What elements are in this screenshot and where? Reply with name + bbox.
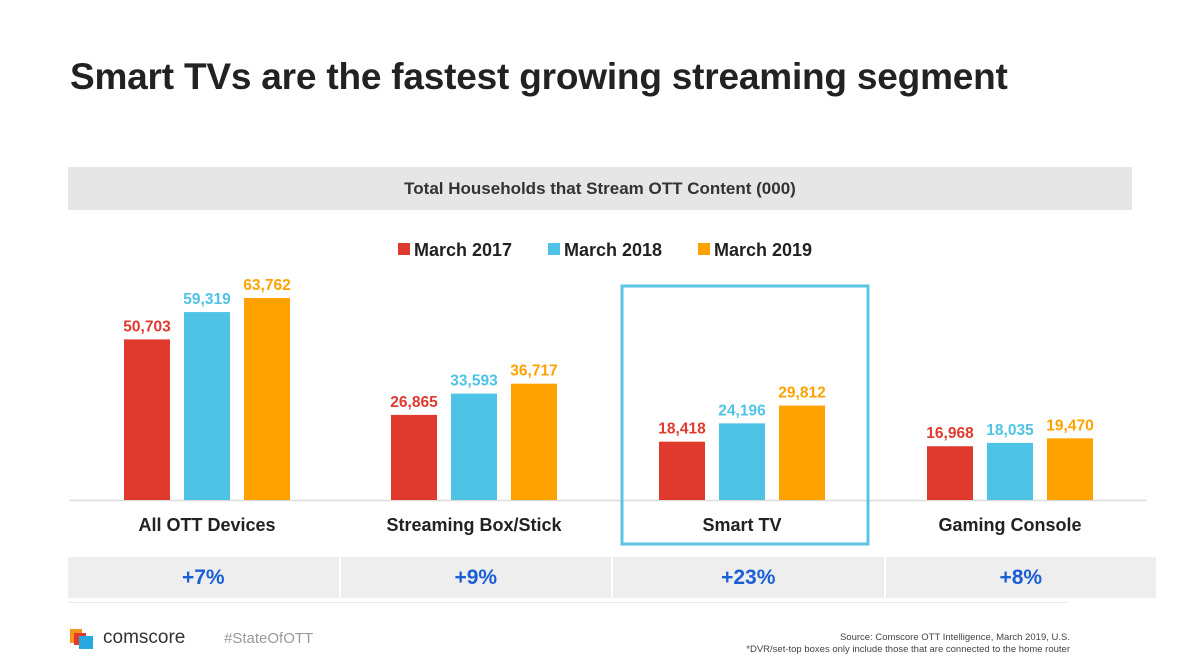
footnote-text: *DVR/set-top boxes only include those th… (746, 644, 1070, 655)
category-label: Smart TV (702, 515, 781, 535)
data-label: 59,319 (183, 291, 231, 308)
bar (124, 339, 170, 500)
highlight-box (620, 284, 870, 546)
data-label: 63,762 (243, 277, 290, 294)
data-label: 18,035 (986, 422, 1034, 439)
growth-cell: +23% (613, 557, 884, 598)
hashtag: #StateOfOTT (224, 630, 314, 647)
brand-name: comscore (103, 627, 186, 648)
bar (779, 405, 825, 500)
bar (927, 446, 973, 500)
source-text: Source: Comscore OTT Intelligence, March… (839, 632, 1070, 643)
comscore-logo-icon (70, 629, 93, 649)
bar (511, 383, 557, 500)
legend-swatch (698, 243, 710, 255)
source-note: Source: Comscore OTT Intelligence, March… (746, 632, 1070, 656)
data-label: 24,196 (718, 402, 766, 419)
chart-title: Total Households that Stream OTT Content… (68, 167, 1132, 210)
bar (659, 441, 705, 500)
bar (184, 312, 230, 500)
data-label: 19,470 (1046, 417, 1093, 434)
legend-label: March 2018 (564, 240, 662, 260)
category-label: Streaming Box/Stick (386, 515, 562, 535)
growth-row: +7% +9% +23% +8% (68, 557, 1156, 598)
data-label: 18,418 (658, 421, 706, 438)
legend-swatch (548, 243, 560, 255)
data-label: 16,968 (926, 425, 974, 442)
bar (987, 442, 1033, 500)
category-label: Gaming Console (938, 515, 1081, 535)
legend-label: March 2019 (714, 240, 812, 260)
data-label: 29,812 (778, 385, 825, 402)
category-label: All OTT Devices (138, 515, 275, 535)
growth-cell: +9% (340, 557, 611, 598)
bar (391, 414, 437, 500)
data-label: 26,865 (390, 394, 438, 411)
divider (68, 602, 1068, 603)
legend-swatch (398, 243, 410, 255)
bar (719, 423, 765, 500)
bar (1047, 438, 1093, 500)
page-title: Smart TVs are the fastest growing stream… (70, 56, 1008, 97)
data-label: 50,703 (123, 318, 171, 335)
data-label: 33,593 (450, 373, 498, 390)
growth-cell: +8% (885, 557, 1156, 598)
legend-label: March 2017 (414, 240, 512, 260)
growth-cell: +7% (68, 557, 339, 598)
data-label: 36,717 (510, 363, 557, 380)
bar (451, 393, 497, 500)
bar (244, 298, 290, 500)
